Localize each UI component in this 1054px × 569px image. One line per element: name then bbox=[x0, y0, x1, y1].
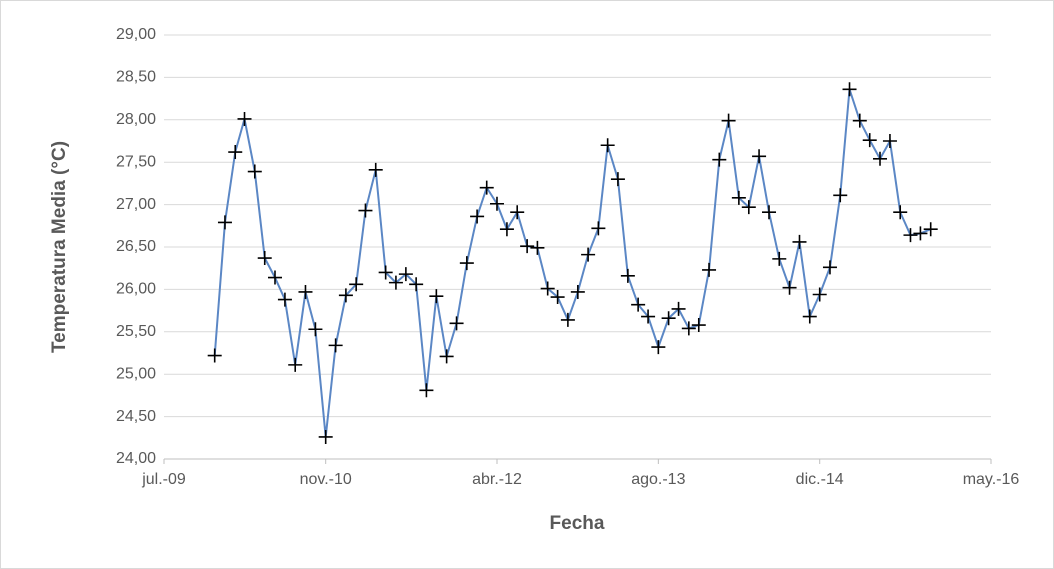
marker bbox=[288, 357, 303, 372]
marker bbox=[631, 297, 646, 312]
marker bbox=[903, 228, 918, 243]
y-tick-label: 27,00 bbox=[116, 196, 156, 213]
marker bbox=[419, 383, 434, 398]
y-tick-label: 24,50 bbox=[116, 408, 156, 425]
y-tick-label: 26,00 bbox=[116, 281, 156, 298]
marker bbox=[308, 322, 323, 337]
y-tick-label: 29,00 bbox=[116, 26, 156, 43]
marker bbox=[620, 268, 635, 283]
x-tick-label: nov.-10 bbox=[300, 471, 352, 488]
marker bbox=[378, 265, 393, 280]
marker bbox=[388, 275, 403, 290]
marker bbox=[409, 277, 424, 292]
y-tick-label: 28,00 bbox=[116, 111, 156, 128]
marker bbox=[570, 284, 585, 299]
series-line bbox=[213, 88, 932, 438]
marker bbox=[741, 200, 756, 215]
marker bbox=[752, 149, 767, 164]
marker bbox=[560, 312, 575, 327]
marker bbox=[358, 203, 373, 218]
marker bbox=[882, 134, 897, 148]
marker bbox=[368, 162, 383, 177]
marker bbox=[833, 188, 848, 203]
marker bbox=[671, 301, 686, 316]
marker bbox=[661, 311, 676, 326]
marker bbox=[651, 340, 666, 355]
y-tick-label: 25,00 bbox=[116, 365, 156, 382]
marker bbox=[338, 288, 353, 303]
marker bbox=[591, 221, 606, 236]
marker bbox=[228, 145, 243, 160]
marker bbox=[923, 222, 938, 237]
marker bbox=[842, 82, 857, 97]
marker bbox=[398, 267, 413, 282]
marker bbox=[217, 215, 232, 230]
x-tick-label: jul.-09 bbox=[141, 471, 186, 488]
y-tick-label: 28,50 bbox=[116, 69, 156, 86]
marker bbox=[893, 205, 908, 220]
marker bbox=[499, 222, 514, 237]
x-tick-label: dic.-14 bbox=[796, 471, 844, 488]
marker bbox=[812, 287, 827, 302]
marker bbox=[459, 256, 474, 271]
marker bbox=[479, 180, 494, 195]
marker bbox=[489, 196, 504, 211]
marker bbox=[207, 348, 222, 363]
marker bbox=[429, 289, 444, 304]
marker bbox=[328, 338, 343, 353]
marker bbox=[257, 251, 272, 266]
marker bbox=[681, 321, 696, 336]
marker bbox=[762, 205, 777, 220]
marker bbox=[470, 209, 485, 224]
marker bbox=[349, 277, 364, 292]
marker bbox=[439, 349, 454, 364]
y-tick-label: 27,50 bbox=[116, 153, 156, 170]
marker bbox=[873, 151, 888, 166]
marker bbox=[782, 280, 797, 295]
marker bbox=[702, 262, 717, 277]
marker bbox=[277, 292, 292, 307]
marker bbox=[449, 316, 464, 331]
marker bbox=[520, 239, 535, 254]
x-axis-title: Fecha bbox=[550, 513, 605, 534]
marker bbox=[712, 152, 727, 167]
x-tick-label: abr.-12 bbox=[472, 471, 522, 488]
marker bbox=[852, 113, 867, 128]
marker bbox=[641, 309, 656, 324]
marker bbox=[237, 111, 252, 126]
marker bbox=[550, 290, 565, 305]
marker bbox=[691, 318, 706, 333]
marker bbox=[721, 113, 736, 128]
y-tick-label: 24,00 bbox=[116, 450, 156, 467]
marker bbox=[581, 247, 596, 262]
marker bbox=[731, 190, 746, 205]
x-tick-label: may.-16 bbox=[963, 471, 1020, 488]
marker bbox=[802, 309, 817, 324]
marker bbox=[862, 133, 877, 148]
marker bbox=[792, 234, 807, 249]
marker bbox=[772, 251, 787, 266]
marker bbox=[298, 284, 313, 299]
marker bbox=[600, 138, 615, 153]
marker bbox=[318, 429, 333, 444]
marker bbox=[247, 164, 262, 179]
marker bbox=[267, 270, 282, 285]
x-tick-label: ago.-13 bbox=[631, 471, 685, 488]
marker bbox=[540, 281, 555, 296]
marker bbox=[610, 172, 625, 187]
marker bbox=[822, 260, 837, 275]
marker bbox=[510, 205, 525, 220]
y-axis-title: Temperatura Media (°C) bbox=[49, 141, 70, 353]
marker bbox=[530, 240, 545, 255]
y-tick-label: 25,50 bbox=[116, 323, 156, 340]
y-tick-label: 26,50 bbox=[116, 238, 156, 255]
marker bbox=[913, 226, 928, 241]
